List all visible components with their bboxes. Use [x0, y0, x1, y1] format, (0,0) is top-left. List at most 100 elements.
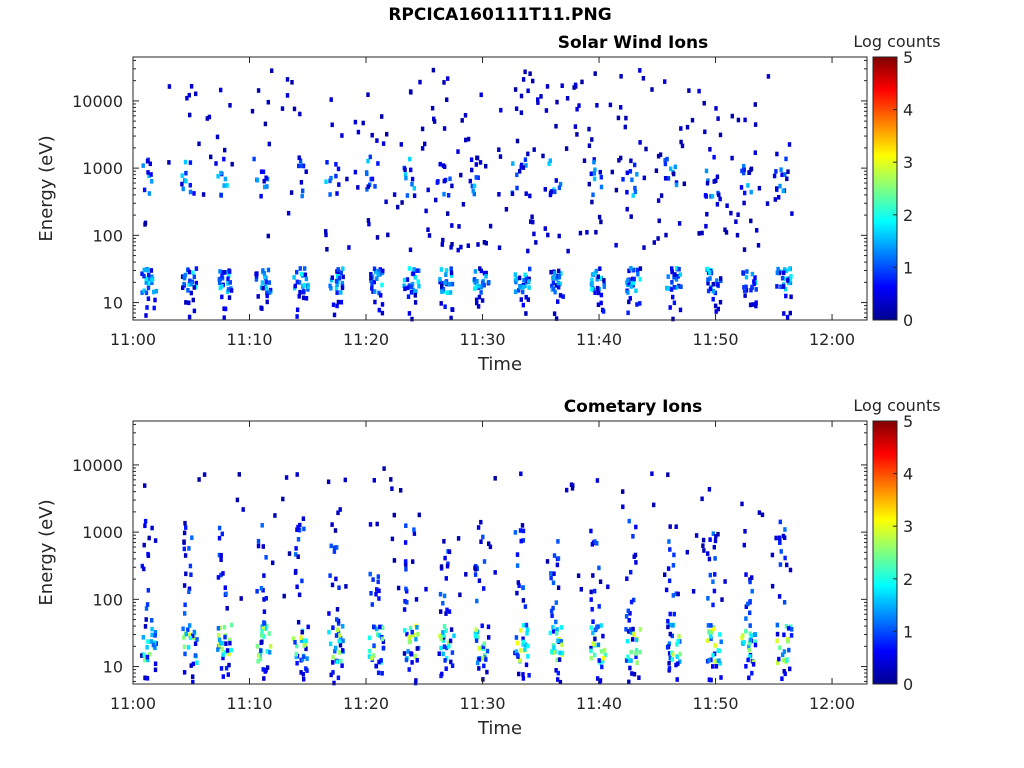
heatmap-cell: [592, 159, 596, 165]
heatmap-cell: [632, 671, 637, 677]
heatmap-cell: [545, 84, 550, 89]
heatmap-cell: [473, 572, 478, 577]
heatmap-cell: [589, 625, 593, 630]
heatmap-cell: [267, 631, 271, 636]
heatmap-cell: [781, 657, 786, 663]
heatmap-cell: [192, 191, 196, 196]
heatmap-cell: [370, 281, 374, 287]
heatmap-cell: [591, 192, 595, 198]
heatmap-cell: [332, 312, 337, 318]
heatmap-cell: [711, 602, 715, 608]
heatmap-cell: [301, 188, 305, 194]
heatmap-cell: [636, 271, 640, 277]
heatmap-cell: [628, 296, 632, 301]
heatmap-cell: [577, 103, 581, 108]
heatmap-cell: [262, 621, 267, 626]
heatmap-cell: [328, 192, 332, 197]
heatmap-cell: [184, 178, 188, 184]
heatmap-cell: [197, 477, 201, 482]
heatmap-cell: [528, 71, 532, 76]
heatmap-cell: [444, 628, 448, 633]
heatmap-cell: [713, 643, 717, 648]
heatmap-cell: [555, 627, 559, 632]
heatmap-cell: [186, 627, 190, 632]
heatmap-cell: [145, 676, 150, 681]
heatmap-cell: [147, 280, 151, 286]
y-tick-label: 1000: [82, 523, 123, 542]
heatmap-cell: [564, 146, 569, 151]
heatmap-cell: [702, 100, 706, 106]
heatmap-cell: [551, 280, 556, 286]
heatmap-cell: [324, 179, 328, 184]
heatmap-cell: [628, 169, 633, 174]
heatmap-cell: [782, 649, 787, 654]
heatmap-cell: [300, 657, 305, 662]
heatmap-cell: [369, 591, 373, 596]
heatmap-cell: [602, 278, 606, 283]
heatmap-cell: [753, 122, 758, 127]
heatmap-cell: [260, 629, 264, 634]
heatmap-cell: [668, 611, 672, 617]
heatmap-cell: [404, 657, 409, 663]
heatmap-cell: [292, 275, 296, 280]
heatmap-cell: [599, 275, 603, 281]
heatmap-cell: [789, 633, 794, 638]
heatmap-cell: [785, 176, 789, 182]
heatmap-cell: [405, 193, 410, 198]
heatmap-cell: [706, 266, 710, 272]
heatmap-cell: [774, 535, 778, 541]
heatmap-cell: [335, 545, 339, 550]
heatmap-cell: [593, 71, 597, 76]
heatmap-cell: [378, 272, 382, 277]
heatmap-cell: [335, 617, 339, 622]
heatmap-cell: [477, 294, 482, 300]
heatmap-cell: [487, 635, 491, 640]
heatmap-cell: [442, 539, 446, 544]
heatmap-cell: [629, 569, 633, 575]
heatmap-cell: [410, 181, 414, 187]
heatmap-cell: [449, 270, 454, 276]
heatmap-cell: [753, 639, 757, 644]
heatmap-cell: [757, 510, 762, 515]
heatmap-cell: [510, 191, 515, 196]
heatmap-cell: [719, 675, 723, 680]
heatmap-cell: [415, 646, 419, 651]
heatmap-cell: [708, 537, 712, 542]
heatmap-cell: [143, 483, 147, 488]
heatmap-cell: [784, 293, 788, 299]
heatmap-cell: [220, 284, 224, 289]
heatmap-cell: [595, 676, 600, 681]
heatmap-cell: [297, 155, 301, 160]
heatmap-cell: [619, 74, 623, 79]
heatmap-cell: [751, 662, 756, 667]
heatmap-cell: [223, 585, 227, 590]
heatmap-cell: [146, 170, 150, 175]
heatmap-cell: [678, 272, 682, 277]
heatmap-cell: [760, 512, 765, 518]
heatmap-cell: [396, 585, 401, 591]
heatmap-cell: [443, 658, 447, 663]
heatmap-cell: [602, 284, 606, 289]
heatmap-cell: [522, 278, 526, 283]
heatmap-cell: [750, 575, 754, 580]
heatmap-cell: [181, 285, 185, 290]
heatmap-cell: [140, 563, 144, 569]
heatmap-cell: [432, 119, 437, 124]
heatmap-cell: [672, 552, 676, 558]
heatmap-cell: [623, 124, 627, 130]
cometary-ylabel: Energy (eV): [36, 499, 57, 605]
heatmap-cell: [593, 588, 597, 594]
heatmap-cell: [749, 166, 754, 172]
heatmap-cell: [697, 231, 701, 236]
heatmap-cell: [368, 522, 373, 527]
heatmap-cell: [260, 280, 265, 285]
colorbar-tick-label: 3: [903, 153, 913, 172]
heatmap-cell: [226, 276, 230, 282]
heatmap-cell: [709, 270, 714, 276]
heatmap-cell: [301, 163, 306, 169]
heatmap-cell: [459, 244, 463, 250]
heatmap-cell: [634, 560, 638, 565]
heatmap-cell: [774, 169, 778, 174]
heatmap-cell: [183, 602, 187, 608]
